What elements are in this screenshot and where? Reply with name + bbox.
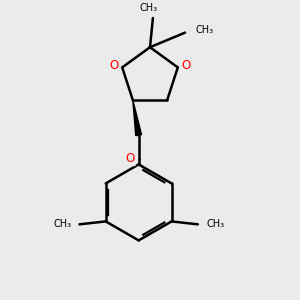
Text: CH₃: CH₃	[53, 219, 71, 229]
Text: O: O	[110, 59, 118, 73]
Text: CH₃: CH₃	[140, 3, 158, 13]
Text: CH₃: CH₃	[195, 25, 213, 35]
Text: O: O	[125, 152, 134, 165]
Text: O: O	[182, 59, 190, 73]
Polygon shape	[133, 100, 142, 136]
Text: O: O	[110, 59, 118, 73]
Text: CH₃: CH₃	[206, 219, 224, 229]
Text: O: O	[125, 152, 134, 165]
Text: O: O	[182, 59, 190, 73]
